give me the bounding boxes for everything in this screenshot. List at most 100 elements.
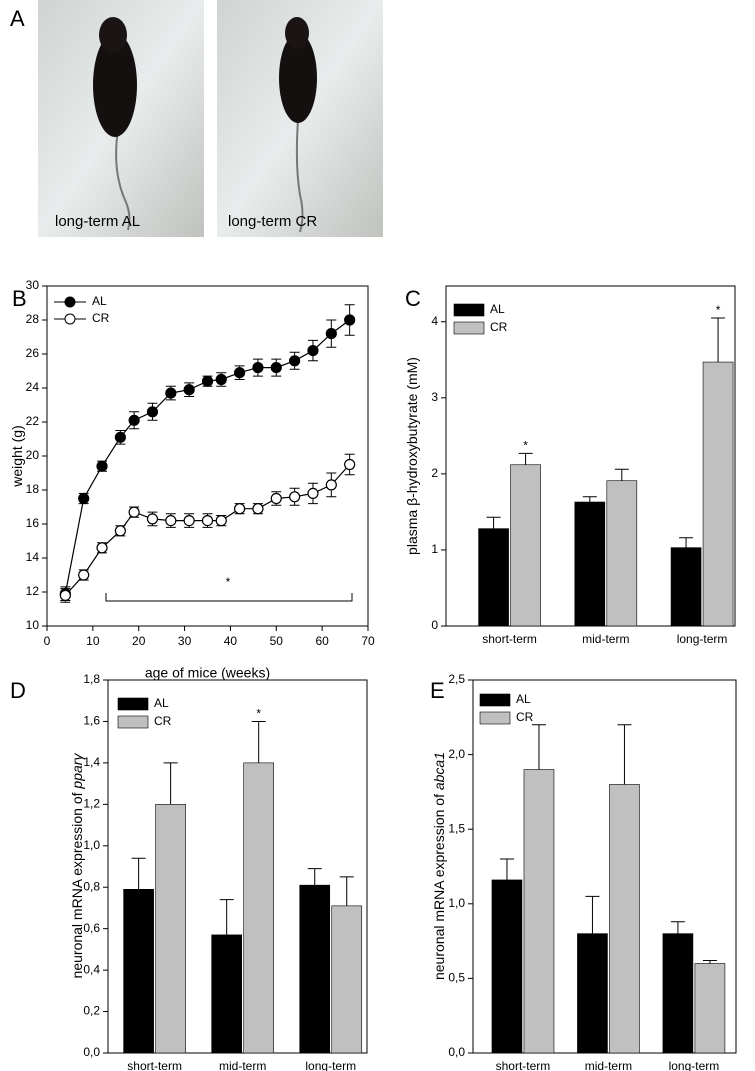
data-point — [215, 373, 227, 386]
y-tick-label: 1,4 — [83, 755, 100, 769]
y-tick-label: 1,0 — [448, 896, 465, 910]
error-bar — [670, 921, 685, 934]
x-tick-label: mid-term — [582, 632, 629, 646]
error-bar — [499, 858, 514, 880]
error-bar — [614, 468, 629, 481]
data-point — [165, 387, 177, 399]
error-bar — [585, 895, 600, 934]
bracket — [105, 593, 353, 602]
y-axis-label: weight (g) — [9, 425, 25, 487]
x-axis-label: age of mice (weeks) — [145, 665, 270, 681]
legend-label: CR — [154, 714, 172, 728]
bar — [574, 501, 606, 627]
y-axis-label: neuronal mRNA expression of abca1 — [431, 752, 447, 980]
y-tick-label: 2 — [431, 466, 438, 480]
x-tick-label: 30 — [178, 634, 192, 648]
x-tick-label: short-term — [127, 1059, 182, 1071]
y-tick-label: 4 — [431, 314, 438, 328]
panel-letter: C — [405, 286, 421, 311]
x-tick-label: short-term — [496, 1059, 551, 1071]
data-point — [146, 406, 159, 418]
data-point — [128, 506, 140, 518]
data-point — [325, 328, 337, 340]
data-point — [307, 345, 319, 357]
bar — [123, 888, 154, 1054]
legend-label: AL — [92, 294, 107, 308]
y-tick-label: 20 — [26, 448, 40, 462]
x-tick-label: long-term — [669, 1059, 720, 1071]
x-tick-label: 70 — [361, 634, 375, 648]
y-tick-label: 0 — [431, 618, 438, 632]
error-bar — [219, 899, 234, 935]
y-axis-label: neuronal mRNA expression of pparγ — [69, 753, 85, 979]
y-label-italic: pparγ — [69, 753, 85, 790]
y-tick-label: 2,5 — [448, 672, 465, 686]
data-point — [78, 492, 90, 505]
data-point — [234, 503, 246, 515]
y-tick-label: 1,6 — [83, 714, 100, 728]
legend-label: CR — [516, 710, 534, 724]
y-tick-label: 0,4 — [83, 962, 100, 976]
data-point — [59, 589, 71, 602]
y-label-text: weight (g) — [9, 425, 25, 487]
bar — [211, 934, 242, 1054]
data-point — [344, 314, 356, 326]
bar — [510, 464, 541, 627]
y-tick-label: 24 — [26, 380, 40, 394]
data-point — [183, 384, 195, 396]
data-point — [289, 355, 301, 367]
y-tick-label: 1,2 — [83, 797, 100, 811]
x-tick-label: mid-term — [585, 1059, 632, 1071]
data-point — [96, 542, 108, 554]
error-bar — [711, 317, 726, 363]
bar — [670, 547, 702, 627]
y-tick-label: 16 — [26, 516, 40, 530]
y-tick-label: 18 — [26, 482, 40, 496]
data-point — [128, 414, 140, 426]
data-point — [183, 514, 195, 527]
bar — [609, 784, 640, 1054]
x-tick-label: 10 — [86, 634, 100, 648]
y-tick-label: 3 — [431, 390, 438, 404]
error-bar — [163, 762, 178, 805]
data-point — [289, 491, 301, 503]
y-tick-label: 2,0 — [448, 747, 465, 761]
error-bar — [582, 496, 597, 503]
bar — [299, 884, 331, 1054]
legend-marker — [64, 313, 76, 325]
x-tick-label: 60 — [315, 634, 329, 648]
y-tick-label: 0,0 — [83, 1045, 100, 1059]
bar — [523, 769, 555, 1054]
legend-swatch — [479, 711, 511, 725]
y-tick-label: 1,5 — [448, 821, 465, 835]
y-label-text: neuronal mRNA expression of — [69, 792, 85, 978]
data-point — [252, 362, 264, 374]
x-tick-label: 0 — [44, 634, 51, 648]
photo: long-term AL — [38, 0, 204, 237]
bar — [491, 879, 523, 1054]
annotation: * — [256, 707, 261, 721]
y-tick-label: 22 — [26, 414, 40, 428]
panel-letter: A — [10, 6, 25, 31]
data-point — [307, 487, 319, 499]
data-point — [252, 503, 264, 515]
x-tick-label: mid-term — [219, 1059, 266, 1071]
panel-letter: B — [12, 286, 27, 311]
legend-swatch — [453, 321, 485, 335]
series-line — [64, 464, 351, 596]
x-tick-label: long-term — [305, 1059, 356, 1071]
x-tick-label: 20 — [132, 634, 146, 648]
error-bar — [486, 516, 501, 529]
annotation: * — [716, 303, 721, 317]
y-label-italic: abca1 — [431, 752, 447, 790]
y-tick-label: 12 — [26, 584, 40, 598]
y-tick-label: 30 — [26, 278, 40, 292]
y-tick-label: 0,0 — [448, 1045, 465, 1059]
error-bar — [531, 724, 546, 770]
annotation: * — [226, 575, 231, 589]
photo-caption: long-term CR — [228, 213, 317, 230]
bar — [155, 804, 186, 1054]
bar — [702, 361, 734, 627]
series-line — [64, 319, 351, 594]
y-tick-label: 0,6 — [83, 921, 100, 935]
